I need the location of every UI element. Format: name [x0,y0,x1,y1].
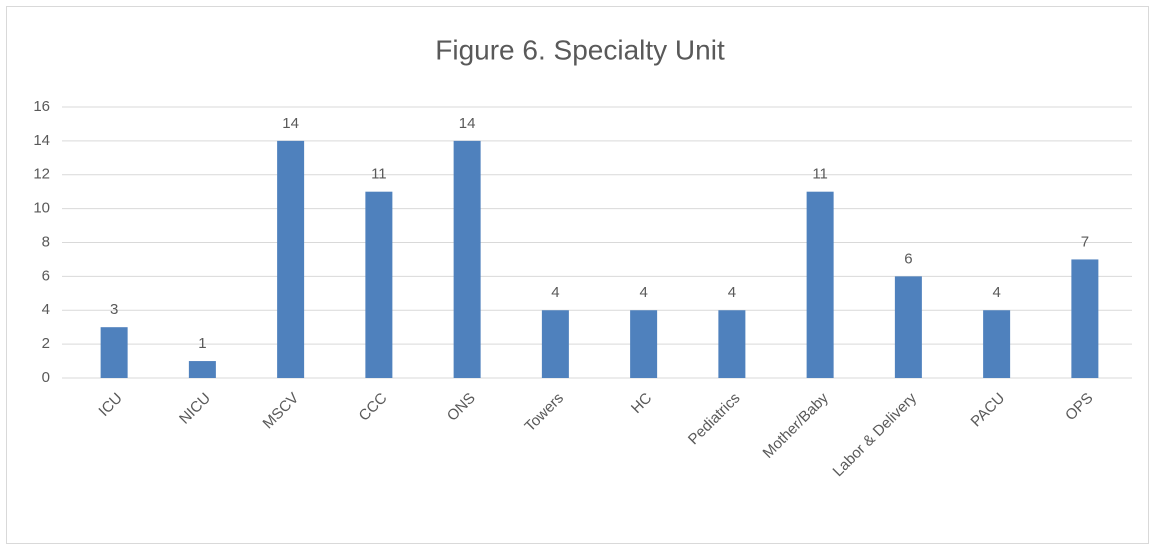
bar [365,191,393,378]
y-tick-label: 6 [42,267,50,284]
data-label: 3 [110,301,118,318]
data-label: 14 [282,115,299,132]
y-tick-label: 12 [33,166,50,183]
chart-border [6,6,1149,544]
y-tick-label: 10 [33,200,50,217]
data-label: 7 [1081,233,1089,250]
bar [277,140,305,378]
y-tick-label: 16 [33,98,50,115]
bar [718,310,746,378]
bar [541,310,569,378]
data-label: 6 [904,250,912,267]
bar [983,310,1011,378]
y-tick-label: 4 [42,301,50,318]
data-label: 11 [371,166,387,183]
data-label: 4 [639,284,647,301]
bar [806,191,834,378]
bar [894,276,922,378]
y-tick-label: 2 [42,335,50,352]
y-tick-label: 0 [42,369,50,386]
data-label: 4 [551,284,559,301]
data-label: 1 [198,335,206,352]
bar [630,310,658,378]
data-label: 4 [728,284,736,301]
chart-title: Figure 6. Specialty Unit [435,34,725,65]
data-label: 14 [459,115,476,132]
data-label: 4 [992,284,1000,301]
bar [453,140,481,378]
bar [100,327,128,378]
bar [1071,259,1099,378]
y-tick-label: 14 [33,132,50,149]
data-label: 11 [812,166,828,183]
bar [188,361,216,378]
y-tick-label: 8 [42,233,50,250]
